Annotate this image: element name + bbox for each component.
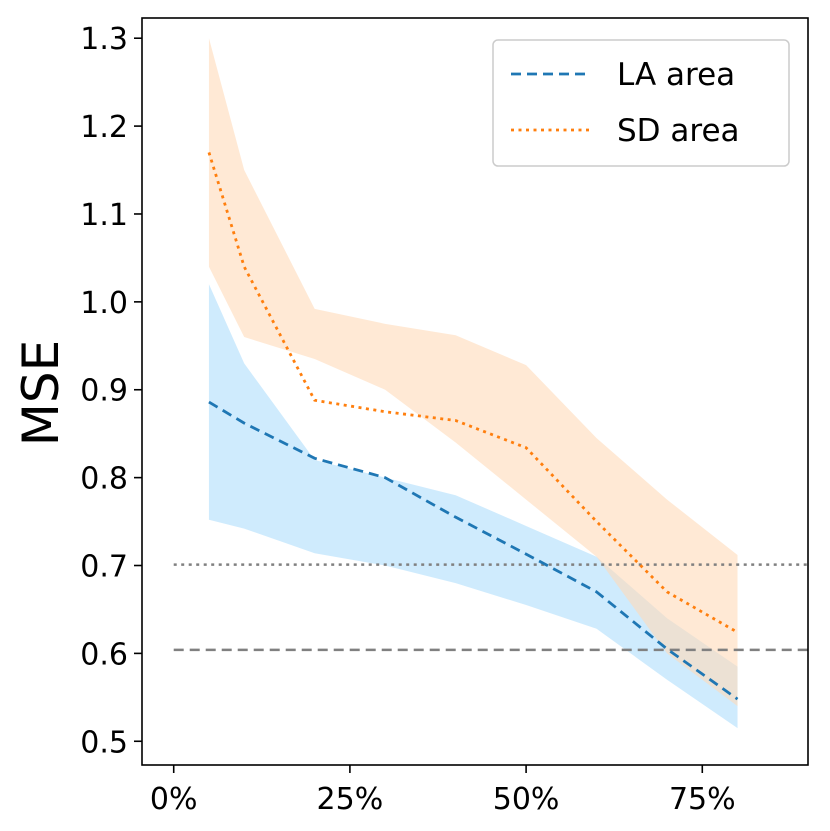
legend-label-sd-area: SD area: [617, 113, 740, 149]
y-tick-label: 0.9: [80, 374, 128, 409]
y-tick-label: 1.2: [80, 110, 128, 145]
y-tick-label: 0.7: [80, 550, 128, 585]
y-tick-label: 0.8: [80, 462, 128, 497]
y-tick-label: 1.3: [80, 22, 128, 57]
plot-frame: [141, 17, 809, 766]
legend: LA area SD area: [492, 39, 790, 167]
x-tick-label: 75%: [669, 782, 736, 817]
legend-box: [492, 39, 790, 167]
y-axis-title: MSE: [12, 340, 70, 446]
legend-label-la-area: LA area: [617, 57, 735, 93]
y-tick-label: 0.6: [80, 637, 128, 672]
y-tick-label: 1.1: [80, 198, 128, 233]
series-line-la-area: [208, 400, 739, 701]
x-tick-label: 0%: [150, 782, 198, 817]
x-tick-label: 25%: [317, 782, 384, 817]
y-tick-label: 0.5: [80, 725, 128, 760]
x-tick-label: 50%: [493, 782, 560, 817]
series-line-sd-area: [207, 152, 739, 634]
band-sd-area: [208, 38, 738, 707]
band-la-area: [208, 284, 738, 729]
y-tick-label: 1.0: [80, 286, 128, 321]
